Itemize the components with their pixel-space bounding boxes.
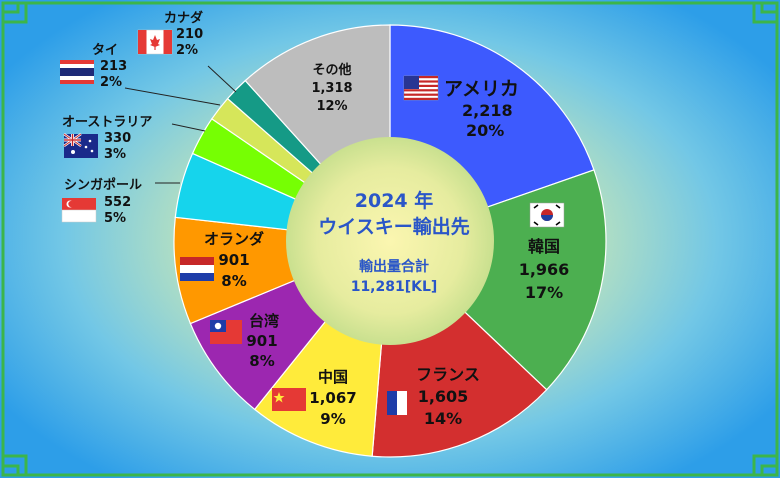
category-label-canada: カナダ xyxy=(164,10,203,26)
slices xyxy=(173,24,607,458)
percent-label-taiwan: 8% xyxy=(249,352,274,370)
category-label-singapore: シンガポール xyxy=(64,177,142,193)
percent-label-other: 12% xyxy=(316,99,347,114)
value-label-france: 1,605 xyxy=(418,387,469,406)
value-label-other: 1,318 xyxy=(311,81,352,96)
category-label-taiwan: 台湾 xyxy=(249,312,279,330)
percent-label-canada: 2% xyxy=(176,43,198,58)
sg-flag-icon xyxy=(61,198,97,223)
percent-label-korea: 17% xyxy=(525,283,563,302)
slice-label-netherlands: オランダ 901 8% xyxy=(204,230,264,290)
cn-flag-icon xyxy=(272,388,306,411)
category-label-australia: オーストラリア xyxy=(62,115,152,130)
slice-label-australia: オーストラリア 330 3% xyxy=(62,115,152,162)
category-label-netherlands: オランダ xyxy=(204,230,264,248)
percent-label-usa: 20% xyxy=(466,121,504,140)
slice-label-korea: 韓国 1,966 17% xyxy=(519,237,570,302)
category-label-thailand: タイ xyxy=(92,43,118,58)
percent-label-thailand: 2% xyxy=(100,75,122,90)
category-label-usa: アメリカ xyxy=(444,78,519,100)
value-label-taiwan: 901 xyxy=(246,332,277,350)
percent-label-singapore: 5% xyxy=(104,211,126,226)
value-label-canada: 210 xyxy=(176,27,203,42)
category-label-other: その他 xyxy=(312,62,351,78)
us-flag-icon xyxy=(403,75,439,101)
value-label-china: 1,067 xyxy=(309,389,356,407)
slice-label-france: フランス 1,605 14% xyxy=(416,365,480,428)
value-label-thailand: 213 xyxy=(100,59,127,74)
percent-label-china: 9% xyxy=(320,410,345,428)
ca-flag-icon xyxy=(137,29,173,55)
value-label-singapore: 552 xyxy=(104,195,131,210)
value-label-korea: 1,966 xyxy=(519,260,570,279)
slice-label-singapore: シンガポール 552 5% xyxy=(64,177,142,226)
kr-flag-icon xyxy=(529,202,565,228)
center-value: 11,281[KL] xyxy=(351,279,438,295)
percent-label-australia: 3% xyxy=(104,147,126,162)
th-flag-icon xyxy=(60,60,94,84)
category-label-korea: 韓国 xyxy=(528,237,560,256)
value-label-netherlands: 901 xyxy=(218,251,249,269)
slice-label-china: 中国 1,067 9% xyxy=(309,368,356,428)
category-label-china: 中国 xyxy=(318,368,348,386)
donut-hole xyxy=(286,137,494,345)
nl-flag-icon xyxy=(180,257,214,281)
percent-label-france: 14% xyxy=(424,409,462,428)
leader-lines xyxy=(124,65,237,184)
slice-label-usa: アメリカ 2,218 20% xyxy=(444,78,519,140)
value-label-usa: 2,218 xyxy=(462,101,513,120)
slice-label-taiwan: 台湾 901 8% xyxy=(246,312,279,370)
percent-label-netherlands: 8% xyxy=(221,272,246,290)
chart-subtitle: ウイスキー輸出先 xyxy=(318,215,469,238)
fr-flag-icon xyxy=(387,391,417,415)
value-label-australia: 330 xyxy=(104,131,131,146)
center-label: 輸出量合計 xyxy=(359,258,429,275)
au-flag-icon xyxy=(63,133,98,158)
slice-label-canada: カナダ 210 2% xyxy=(164,10,203,58)
chart-title: 2024 年 xyxy=(355,189,434,212)
slice-label-other: その他 1,318 12% xyxy=(311,62,352,114)
category-label-france: フランス xyxy=(416,365,480,384)
slice-label-thailand: タイ 213 2% xyxy=(92,43,127,90)
tw-flag-icon xyxy=(210,320,242,344)
